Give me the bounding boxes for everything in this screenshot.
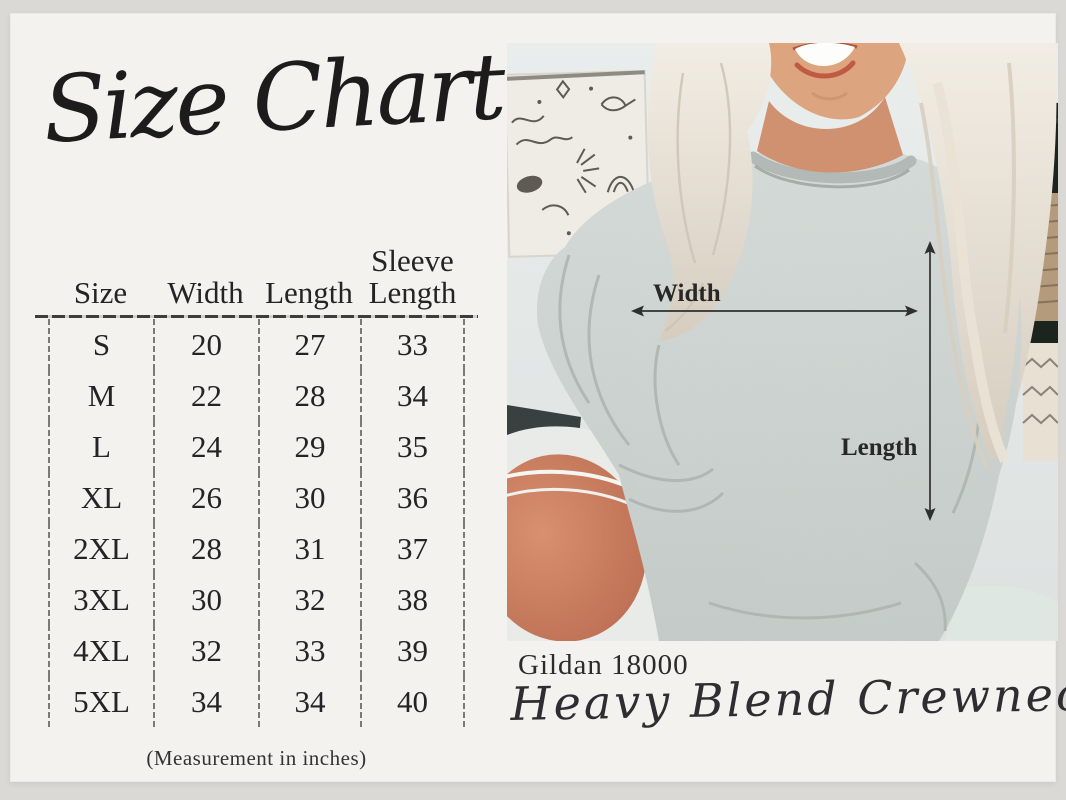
table-cell: 34 — [153, 676, 258, 727]
table-cell: 20 — [153, 319, 258, 370]
table-cell: XL — [48, 472, 153, 523]
table-cell: 30 — [258, 472, 360, 523]
table-cell: S — [48, 319, 153, 370]
table-cell: 5XL — [48, 676, 153, 727]
table-cell: 34 — [360, 370, 465, 421]
column-header-sleeve-length: Sleeve Length — [368, 243, 457, 310]
measurement-annotations: Width Length — [631, 241, 936, 521]
table-cell: 32 — [258, 574, 360, 625]
jeans-right — [945, 585, 1058, 641]
table-cell: 40 — [360, 676, 465, 727]
length-annotation-label: Length — [841, 434, 918, 461]
smile-teeth — [795, 42, 855, 66]
width-annotation-label: Width — [653, 280, 721, 307]
page-title: Size Chart — [40, 32, 506, 164]
table-cell: 24 — [153, 421, 258, 472]
table-cell: 35 — [360, 421, 465, 472]
width-arrow — [631, 305, 918, 317]
model-face — [757, 41, 909, 173]
size-table-body: S 20 27 33 M 22 28 34 L 24 29 35 XL 26 3… — [48, 319, 465, 727]
column-header-size: Size — [73, 275, 128, 310]
table-cell: 33 — [360, 319, 465, 370]
table-cell: 39 — [360, 625, 465, 676]
sweatshirt-folds — [558, 254, 983, 632]
table-cell: 38 — [360, 574, 465, 625]
model-photo: Width Length — [477, 41, 1059, 643]
length-arrow — [924, 241, 936, 521]
table-cell: 2XL — [48, 523, 153, 574]
table-top-rule — [35, 315, 478, 318]
size-table-header: Size Width Length Sleeve Length — [48, 245, 465, 311]
table-cell: 26 — [153, 472, 258, 523]
product-name: Heavy Blend Crewneck — [510, 666, 1066, 731]
table-cell: L — [48, 421, 153, 472]
crewneck-collar — [747, 151, 917, 184]
column-header-length: Length — [265, 275, 353, 310]
knee-skin — [477, 454, 647, 642]
model-photo-svg: Width Length — [477, 41, 1059, 643]
measurement-footnote: (Measurement in inches) — [146, 746, 367, 770]
tapestry-wall-hanging — [503, 70, 651, 258]
table-cell: 31 — [258, 523, 360, 574]
table-cell: 33 — [258, 625, 360, 676]
table-cell: 34 — [258, 676, 360, 727]
hair-strands — [932, 81, 1010, 464]
lower-lip — [794, 60, 856, 79]
column-header-width: Width — [167, 275, 244, 310]
table-cell: 28 — [153, 523, 258, 574]
table-cell: 28 — [258, 370, 360, 421]
card-background: Size Chart Size Width Length Sleeve Leng… — [10, 13, 1066, 782]
table-cell: 27 — [258, 319, 360, 370]
table-cell: 37 — [360, 523, 465, 574]
table-cell: M — [48, 370, 153, 421]
table-cell: 29 — [258, 421, 360, 472]
table-cell: 30 — [153, 574, 258, 625]
ripped-jeans — [477, 426, 721, 643]
table-cell: 22 — [153, 370, 258, 421]
table-cell: 32 — [153, 625, 258, 676]
table-cell: 3XL — [48, 574, 153, 625]
table-cell: 36 — [360, 472, 465, 523]
table-cell: 4XL — [48, 625, 153, 676]
product-model-number: Gildan 18000 — [518, 649, 689, 681]
